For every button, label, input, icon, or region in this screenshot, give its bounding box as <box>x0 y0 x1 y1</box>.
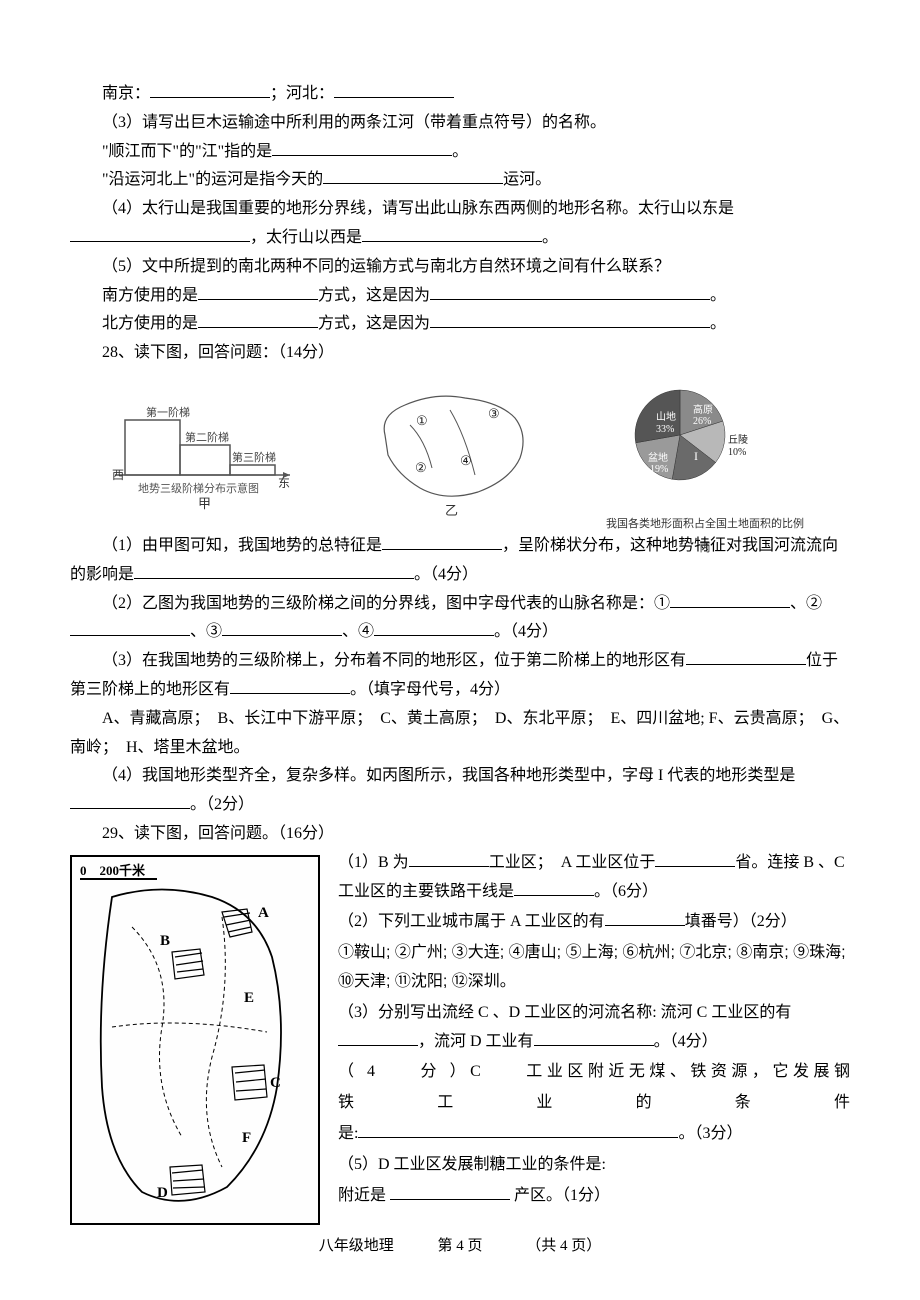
label-east: 东 <box>278 476 290 490</box>
fig-terrain-steps: 第一阶梯 第二阶梯 第三阶梯 西 东 地势三级阶梯分布示意图 甲 <box>110 390 300 520</box>
pie-value-plateau: 26% <box>693 416 711 427</box>
page-footer: 八年级地理 第 4 页 （共 4 页） <box>0 1233 920 1260</box>
blank[interactable] <box>430 299 710 300</box>
pie-label-mountain: 山地 <box>656 410 676 423</box>
map-label-a: A <box>258 905 269 921</box>
q27-5-south: 南方使用的是方式，这是因为。 <box>70 282 850 311</box>
blank[interactable] <box>382 549 502 550</box>
blank[interactable] <box>198 327 318 328</box>
blank[interactable] <box>362 241 542 242</box>
pie-label-plateau: 高原 <box>693 403 713 416</box>
q27-3-line3: "沿运河北上"的运河是指今天的运河。 <box>70 166 850 195</box>
q28-4: （4）我国地形类型齐全，复杂多样。如丙图所示，我国各种地形类型中，字母 I 代表… <box>70 762 850 820</box>
blank[interactable] <box>670 607 790 608</box>
label-step2: 第二阶梯 <box>185 430 229 444</box>
pie-value-basin: 19% <box>650 464 668 475</box>
blank[interactable] <box>198 299 318 300</box>
footer-total: （共 4 页） <box>526 1238 601 1254</box>
q27-3-intro: （3）请写出巨木运输途中所利用的两条江河（带着重点符号）的名称。 <box>70 109 850 138</box>
blank[interactable] <box>334 97 454 98</box>
map-label-4: ④ <box>460 453 472 468</box>
q29-body: 0 200千米 A B <box>70 849 850 1225</box>
q29-title: 29、读下图，回答问题。（16分） <box>70 820 850 849</box>
map-label-c: C <box>270 1075 281 1091</box>
label-step1: 第一阶梯 <box>146 405 190 419</box>
q27-continued: 南京：；河北： （3）请写出巨木运输途中所利用的两条江河（带着重点符号）的名称。… <box>70 80 850 339</box>
blank[interactable] <box>230 693 350 694</box>
map-scale: 0 200千米 <box>80 863 146 878</box>
q27-5-intro: （5）文中所提到的南北两种不同的运输方式与南北方自然环境之间有什么联系？ <box>70 253 850 282</box>
map-sub: 乙 <box>445 503 458 518</box>
q27-nanjing-line: 南京：；河北： <box>70 80 850 109</box>
blank[interactable] <box>534 1045 654 1046</box>
blank[interactable] <box>134 578 414 579</box>
pie-label-hill: 丘陵 <box>728 434 748 446</box>
map-label-b: B <box>160 933 170 949</box>
q27-5-north: 北方使用的是方式，这是因为。 <box>70 310 850 339</box>
q28-3: （3）在我国地势的三级阶梯上，分布着不同的地形区，位于第二阶梯上的地形区有位于第… <box>70 647 850 705</box>
terrain-sub: 甲 <box>198 496 211 511</box>
blank[interactable] <box>605 925 685 926</box>
blank[interactable] <box>686 664 806 665</box>
blank[interactable] <box>390 1199 510 1200</box>
q27-4: （4）太行山是我国重要的地形分界线，请写出此山脉东西两侧的地形名称。太行山以东是… <box>70 195 850 253</box>
map-label-f: F <box>242 1130 251 1146</box>
fig-china-map: 0 200千米 A B <box>70 855 320 1225</box>
blank[interactable] <box>514 895 594 896</box>
blank[interactable] <box>150 97 270 98</box>
pie-value-hill: 10% <box>728 447 746 458</box>
q27-3-line2: "顺江而下"的"江"指的是。 <box>70 138 850 167</box>
blank[interactable] <box>338 1045 418 1046</box>
terrain-caption: 地势三级阶梯分布示意图 <box>138 481 259 495</box>
blank[interactable] <box>222 635 342 636</box>
q28-options: A、青藏高原； B、长江中下游平原； C、黄土高原； D、东北平原； E、四川盆… <box>70 705 850 763</box>
blank[interactable] <box>430 327 710 328</box>
pie-value-mountain: 33% <box>656 424 674 435</box>
blank[interactable] <box>70 635 190 636</box>
pie-label-basin: 盆地 <box>648 451 668 464</box>
map-label-1: ① <box>416 413 428 428</box>
label-step3: 第三阶梯 <box>232 450 276 464</box>
blank[interactable] <box>70 808 190 809</box>
blank[interactable] <box>358 1137 678 1138</box>
q28-2: （2）乙图为我国地势的三级阶梯之间的分界线，图中字母代表的山脉名称是：①、②、③… <box>70 590 850 648</box>
blank[interactable] <box>323 183 503 184</box>
map-label-e: E <box>244 990 254 1006</box>
footer-page: 第 4 页 <box>437 1238 482 1254</box>
blank[interactable] <box>272 155 452 156</box>
q28-title: 28、读下图，回答问题：（14分） <box>70 339 850 368</box>
blank[interactable] <box>70 241 250 242</box>
footer-subject: 八年级地理 <box>319 1238 394 1254</box>
map-label-3: ③ <box>488 406 500 421</box>
map-label-2: ② <box>415 460 427 475</box>
blank[interactable] <box>374 635 494 636</box>
map-label-d: D <box>157 1185 168 1201</box>
blank[interactable] <box>655 866 735 867</box>
q28-figures: 第一阶梯 第二阶梯 第三阶梯 西 东 地势三级阶梯分布示意图 甲 ① ② ③ ④… <box>70 380 850 520</box>
pie-sub: 丙 <box>600 539 810 559</box>
fig-pie-chart: 山地 33% 高原 26% 丘陵 10% 盆地 19% I 我国各类地形面积占全… <box>600 380 810 520</box>
fig-china-outline: ① ② ③ ④ 乙 <box>360 380 540 520</box>
blank[interactable] <box>409 866 489 867</box>
pie-label-i: I <box>694 449 698 463</box>
pie-caption: 我国各类地形面积占全国土地面积的比例 <box>600 515 810 535</box>
label-west: 西 <box>112 468 124 482</box>
